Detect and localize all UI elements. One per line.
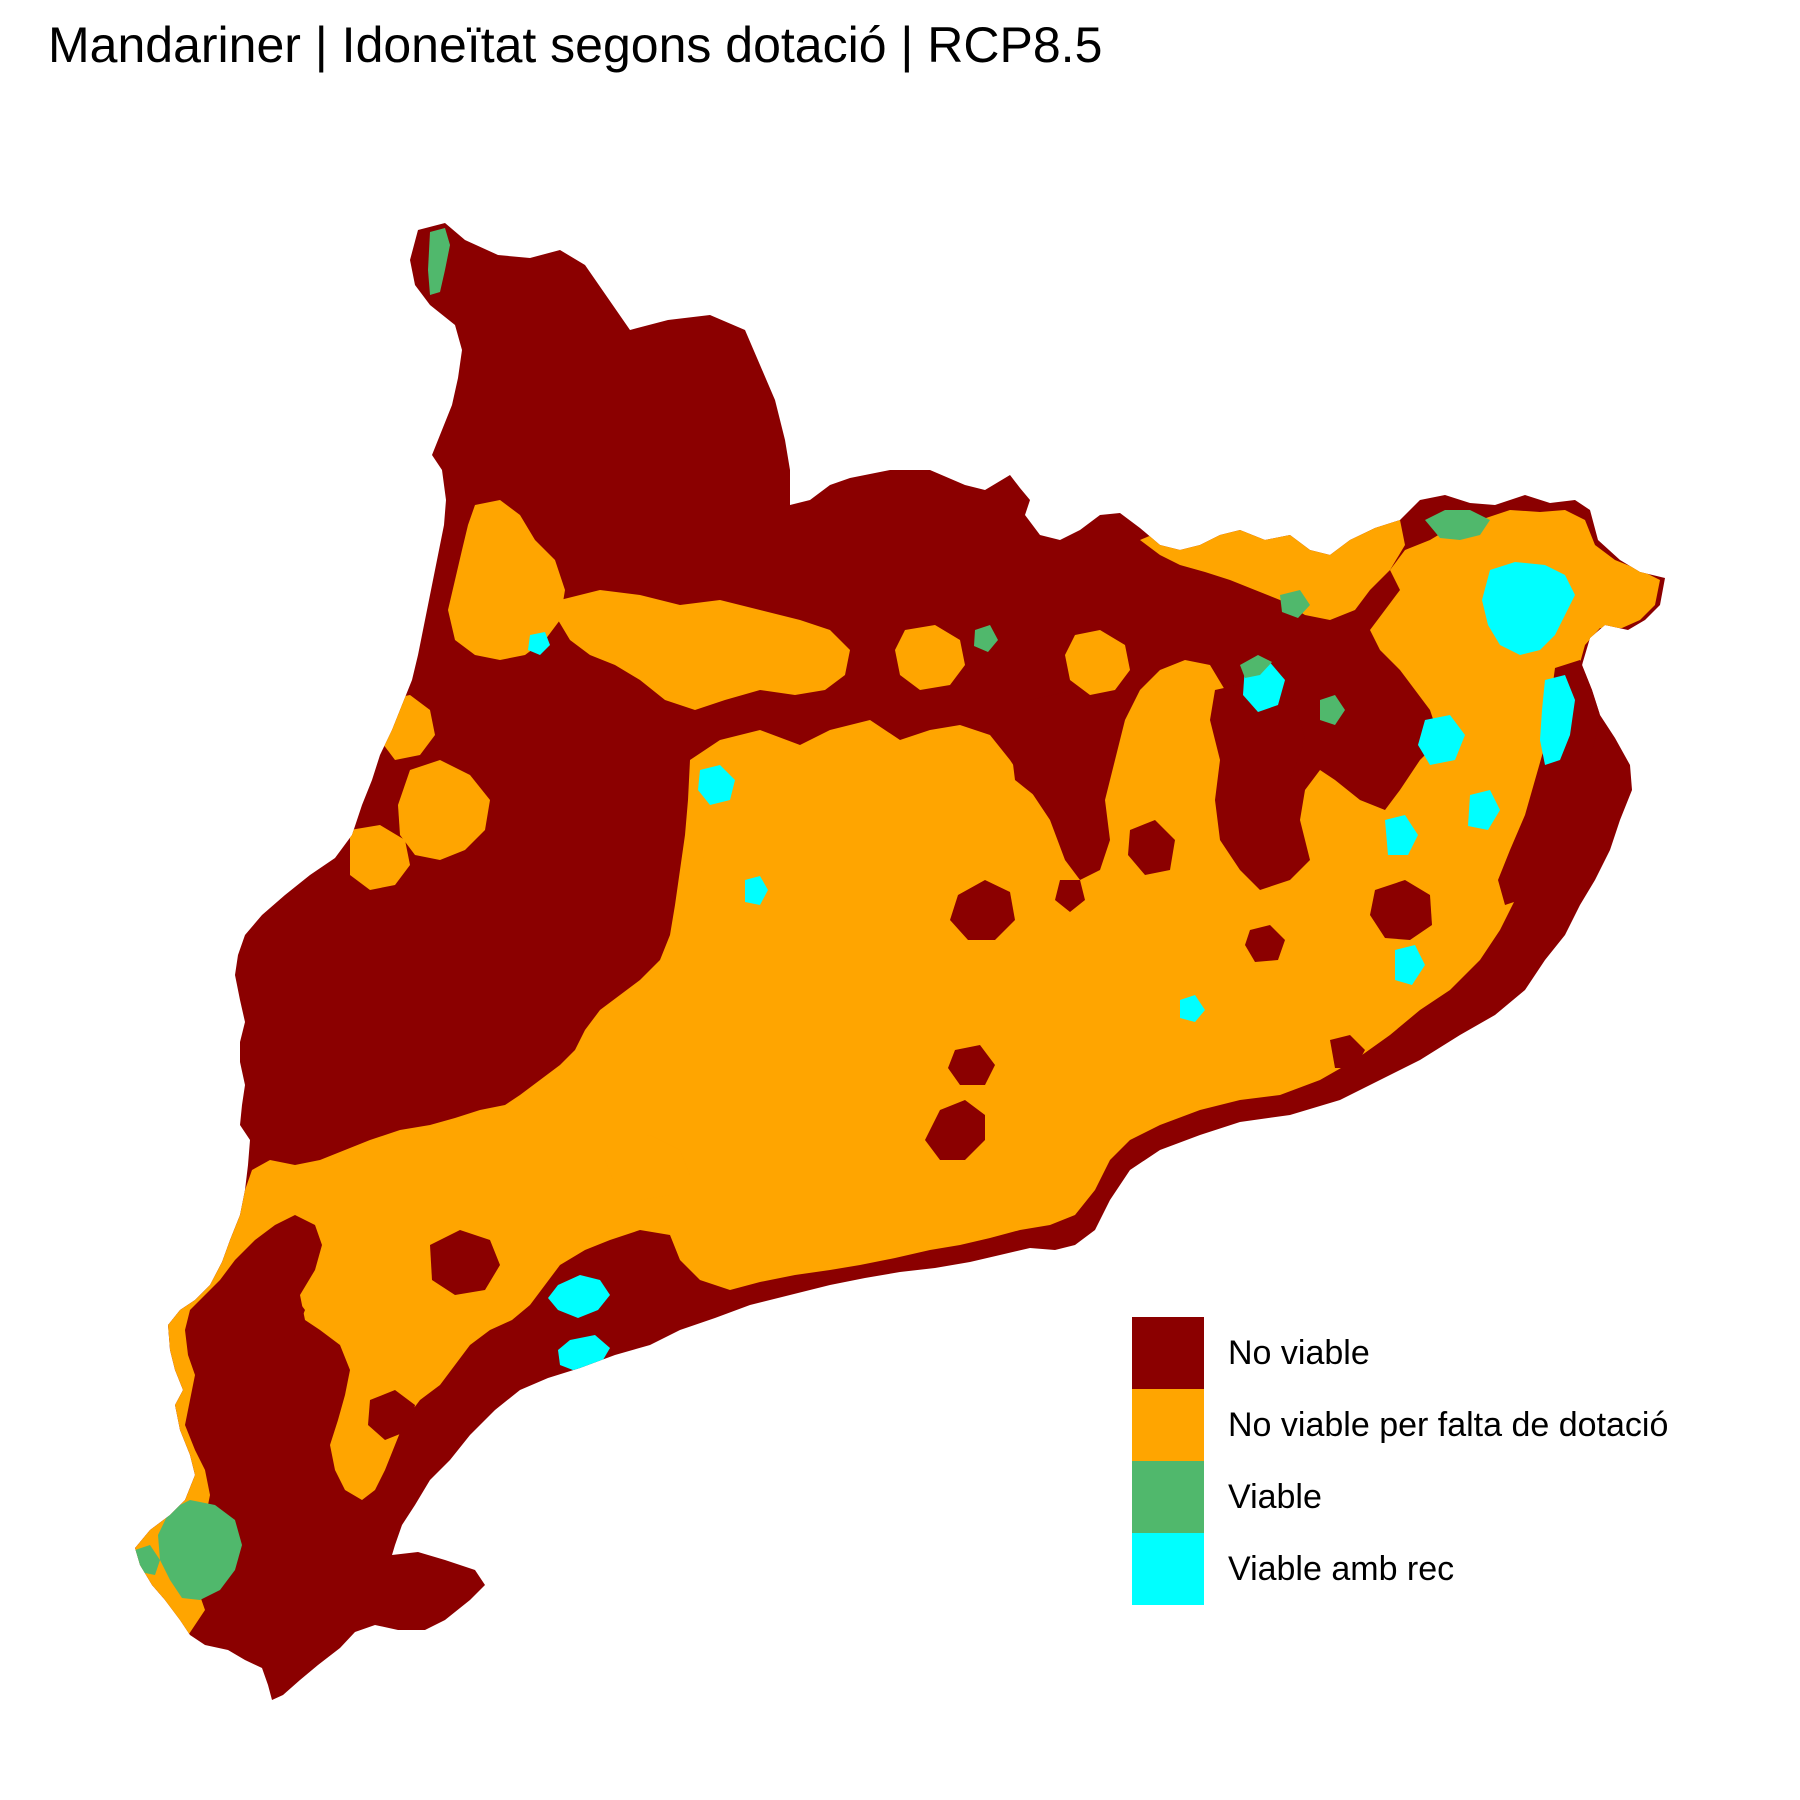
map-title: Mandariner | Idoneïtat segons dotació | …: [48, 17, 1103, 73]
legend-swatch-no-viable: [1132, 1317, 1204, 1389]
legend-swatch-no-viable-falta-dotacio: [1132, 1389, 1204, 1461]
legend-label-no-viable-falta-dotacio: No viable per falta de dotació: [1228, 1406, 1669, 1444]
legend-item-viable-amb-rec: Viable amb rec: [1132, 1533, 1752, 1605]
region-viable-amb-rec: [528, 562, 1575, 1372]
legend-label-no-viable: No viable: [1228, 1334, 1370, 1372]
legend-swatch-viable: [1132, 1461, 1204, 1533]
legend-item-no-viable-falta-dotacio: No viable per falta de dotació: [1132, 1389, 1752, 1461]
legend-item-no-viable: No viable: [1132, 1317, 1752, 1389]
legend-item-viable: Viable: [1132, 1461, 1752, 1533]
legend-swatch-viable-amb-rec: [1132, 1533, 1204, 1605]
legend-label-viable-amb-rec: Viable amb rec: [1228, 1550, 1455, 1588]
legend-label-viable: Viable: [1228, 1478, 1322, 1516]
